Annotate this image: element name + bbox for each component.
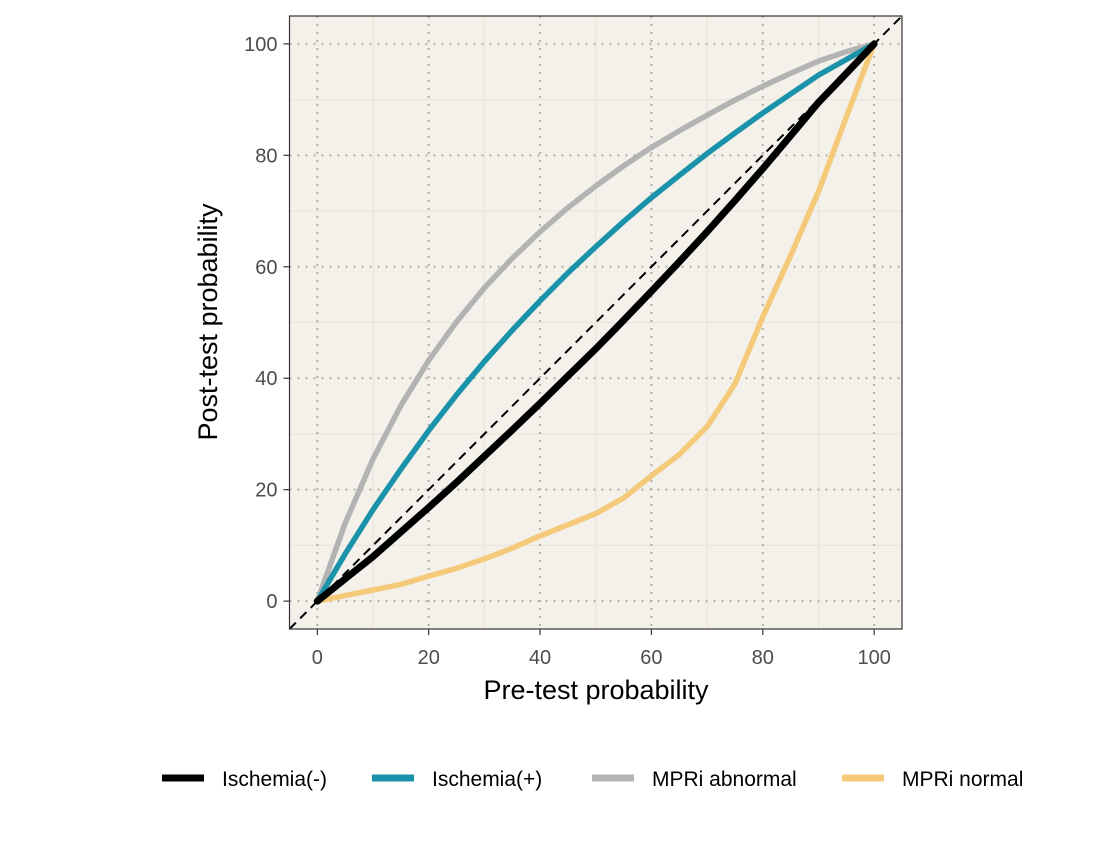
x-tick-label: 0 (312, 647, 323, 669)
plot-panel-border (288, 15, 903, 630)
y-tick-label: 0 (266, 591, 277, 613)
legend: Ischemia(-) Ischemia(+) MPRi abnormal MPRi … (162, 768, 1023, 791)
x-tick-label: 80 (752, 647, 774, 669)
legend-label: Ischemia(-) (222, 768, 327, 791)
legend-label: Ischemia(+) (432, 768, 542, 791)
x-axis-title: Pre-test probability (483, 675, 709, 705)
legend-label: MPRi abnormal (652, 768, 797, 791)
series-line-ischemia (314, 41, 877, 604)
x-tick-label: 100 (857, 647, 890, 669)
y-tick-label: 20 (255, 480, 277, 502)
x-tick-label: 20 (418, 647, 440, 669)
minor-gridlines (289, 16, 902, 629)
x-axis-ticks: 0 20 40 60 80 100 (312, 629, 891, 669)
series-lines (313, 40, 878, 605)
series-line-mpri-abnormal (314, 41, 877, 604)
series-line-mpri-normal (314, 41, 877, 604)
y-tick-label: 100 (244, 34, 277, 56)
y-tick-label: 80 (255, 145, 277, 167)
x-tick-label: 60 (640, 647, 662, 669)
identity-reference-line (288, 15, 903, 630)
series-line-ischemia (313, 40, 878, 605)
legend-label: MPRi normal (902, 768, 1023, 791)
x-tick-label: 40 (529, 647, 551, 669)
y-axis-ticks: 0 20 40 60 80 100 (244, 34, 290, 613)
y-axis-title: Post-test probability (193, 203, 223, 441)
y-tick-label: 60 (255, 257, 277, 279)
y-tick-label: 40 (255, 368, 277, 390)
